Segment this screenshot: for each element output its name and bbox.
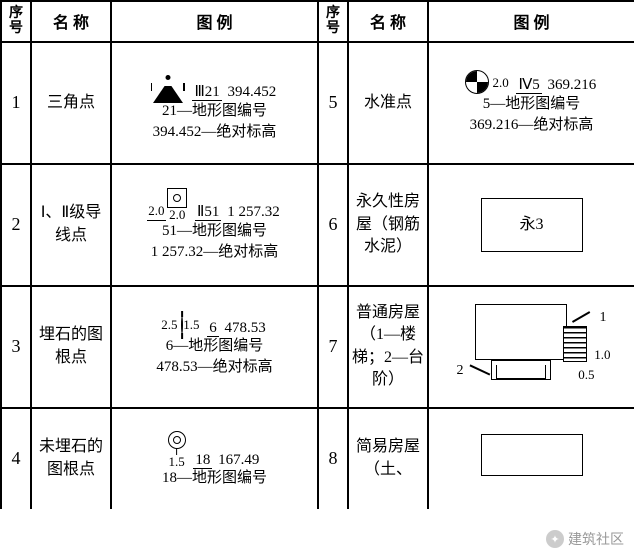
header-legend-right: 图 例 bbox=[428, 1, 634, 42]
legend-buried-root-point: 2.5 1.5 6 478.53 6—地形图编号 478.53—绝对标高 bbox=[111, 286, 318, 408]
row-name: 三角点 bbox=[31, 42, 111, 164]
header-num-right: 序号 bbox=[318, 1, 348, 42]
header-num-left: 序号 bbox=[1, 1, 31, 42]
header-legend-left: 图 例 bbox=[111, 1, 318, 42]
row-num: 7 bbox=[318, 286, 348, 408]
watermark: ✦ 建筑社区 bbox=[546, 529, 624, 549]
row-num: 5 bbox=[318, 42, 348, 164]
legend-ordinary-building: 1 2 1.0 0.5 bbox=[428, 286, 634, 408]
legend-benchmark: 2.0 Ⅳ5 369.216 5—地形图编号 369.216—绝对标高 bbox=[428, 42, 634, 164]
row-name: 简易房屋（土、 bbox=[348, 408, 428, 509]
header-name-left: 名 称 bbox=[31, 1, 111, 42]
legend-unburied-root-point: 1.5 18 167.49 18—地形图编号 bbox=[111, 408, 318, 509]
row-num: 2 bbox=[1, 164, 31, 286]
row-name: 普通房屋（1—楼梯；2—台阶） bbox=[348, 286, 428, 408]
row-name: 埋石的图根点 bbox=[31, 286, 111, 408]
row-num: 4 bbox=[1, 408, 31, 509]
row-num: 6 bbox=[318, 164, 348, 286]
legend-triangle-point: 3.0 Ⅲ21 394.452 21—地形图编号 394.452—绝对标高 bbox=[111, 42, 318, 164]
legend-traverse-point: 2.0 2.0 Ⅱ51 1 257.32 51—地形图编号 1 257.32—绝… bbox=[111, 164, 318, 286]
legend-permanent-building: 永3 bbox=[428, 164, 634, 286]
row-name: 永久性房屋（钢筋水泥） bbox=[348, 164, 428, 286]
row-num: 8 bbox=[318, 408, 348, 509]
row-name: 水准点 bbox=[348, 42, 428, 164]
row-num: 1 bbox=[1, 42, 31, 164]
wechat-icon: ✦ bbox=[546, 530, 564, 548]
row-name: 未埋石的图根点 bbox=[31, 408, 111, 509]
header-name-right: 名 称 bbox=[348, 1, 428, 42]
row-name: Ⅰ、Ⅱ级导线点 bbox=[31, 164, 111, 286]
row-num: 3 bbox=[1, 286, 31, 408]
legend-simple-building bbox=[428, 408, 634, 509]
